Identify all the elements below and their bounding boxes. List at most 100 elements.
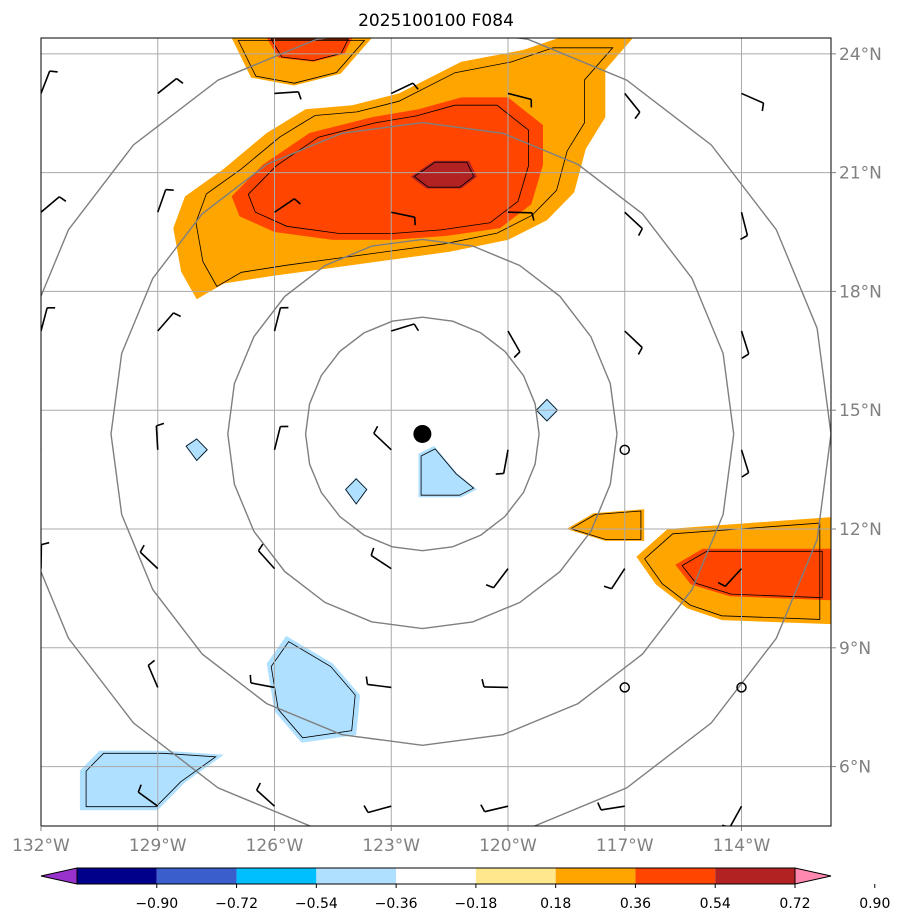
wind-barb <box>740 212 749 241</box>
colorbar-segment <box>555 868 636 884</box>
wind-barb-flag <box>637 228 644 237</box>
wind-barb <box>157 312 182 332</box>
lon-tick-label: 123°W <box>362 836 420 856</box>
wind-barb <box>363 805 392 814</box>
wind-barb-flag <box>741 472 750 478</box>
colorbar: −0.90 −0.72 −0.54 −0.36 −0.18 0.18 0.36 0.54 0.7… <box>40 867 890 912</box>
wind-barb-shaft <box>740 330 750 355</box>
wind-barb <box>274 91 302 100</box>
colorbar-extend-low <box>40 867 78 885</box>
wind-barb <box>41 307 56 332</box>
wind-barb-shaft <box>274 91 299 95</box>
wind-barb-flag <box>363 805 369 813</box>
wind-barb-shaft <box>624 92 641 113</box>
wind-barb-shaft <box>156 189 167 213</box>
wind-barb-flag <box>137 784 142 793</box>
wind-barb-shaft <box>391 211 415 218</box>
lon-tick-label: 117°W <box>596 836 654 856</box>
wind-barb <box>41 196 67 213</box>
wind-barb-flag <box>49 70 58 73</box>
wind-barb-flag <box>637 347 643 355</box>
wind-barb <box>480 804 509 813</box>
contour-line <box>569 510 642 540</box>
wind-barb-flag <box>139 544 145 553</box>
colorbar-segment <box>475 868 556 884</box>
wind-barb <box>373 425 392 451</box>
shaded-region <box>231 97 543 240</box>
wind-barb-flag <box>513 351 521 359</box>
wind-barb <box>41 70 58 94</box>
wind-barb <box>717 568 743 587</box>
wind-barb <box>624 330 643 355</box>
wind-barb-shaft <box>390 82 414 95</box>
latitude-axis: 6°N 9°N 12°N 15°N 18°N 21°N 24°N <box>831 45 882 778</box>
lat-tick-label: 15°N <box>839 401 882 421</box>
wind-barb <box>507 330 521 359</box>
wind-barb-flag <box>761 102 765 112</box>
wind-barb <box>147 659 159 688</box>
wind-barb-shaft <box>741 92 764 104</box>
wind-barb-flag <box>370 547 375 556</box>
contour-line <box>195 47 614 288</box>
wind-barb-flag <box>413 323 420 332</box>
contour-line <box>413 161 475 188</box>
calm-wind-marker <box>736 682 747 693</box>
contour-line <box>644 522 821 620</box>
shaded-region <box>418 445 477 498</box>
wind-barb <box>274 198 301 213</box>
lon-tick-label: 132°W <box>12 836 70 856</box>
wind-barb-flag <box>485 584 494 589</box>
wind-barb-shaft <box>256 789 276 807</box>
lon-tick-label: 120°W <box>479 836 537 856</box>
wind-barb-shaft <box>507 211 533 214</box>
wind-barb <box>391 211 416 226</box>
wind-barb-flag <box>249 674 252 684</box>
wind-barb-flag <box>255 782 262 791</box>
wind-barb-shaft <box>373 432 392 451</box>
wind-barb-shaft <box>507 330 521 353</box>
chart-title: 2025100100 F084 <box>358 11 514 31</box>
wind-barb-flag <box>634 111 641 120</box>
wind-barb-shaft <box>740 212 749 236</box>
wind-barb-flag <box>58 196 67 202</box>
contour-line <box>247 104 529 234</box>
wind-barb-flag <box>41 541 50 546</box>
wind-barb <box>495 449 509 475</box>
wind-barb-shaft <box>41 196 60 213</box>
longitude-axis: 132°W 129°W 126°W 123°W 120°W 117°W 114°W <box>12 826 771 856</box>
shaded-region <box>266 635 361 743</box>
wind-barb-shaft <box>41 685 42 688</box>
wind-barb-shaft <box>740 449 750 473</box>
colorbar-tick-label: 0.72 <box>779 896 810 912</box>
wind-barb <box>273 425 289 451</box>
wind-barb-shaft <box>41 307 48 332</box>
contour-line <box>85 752 217 808</box>
colorbar-segment <box>715 868 795 884</box>
colorbar-tick-label: 0.90 <box>859 896 890 912</box>
wind-barb-shaft <box>370 554 392 570</box>
wind-barb-shaft <box>484 805 509 813</box>
wind-barb-shaft <box>273 426 282 451</box>
wind-barb <box>741 92 765 112</box>
map-frame <box>40 37 832 827</box>
shaded-region <box>79 750 224 811</box>
wind-barb <box>255 782 276 807</box>
wind-barb-flag <box>176 77 184 84</box>
wind-barb-shaft <box>600 805 625 811</box>
lon-tick-label: 129°W <box>129 836 187 856</box>
wind-barb-shaft <box>257 550 276 570</box>
lat-tick-label: 12°N <box>839 520 882 540</box>
lat-tick-label: 18°N <box>839 282 882 302</box>
wind-barb <box>624 92 641 120</box>
colorbar-tick-label: 0.54 <box>700 896 731 912</box>
wind-barb-shaft <box>41 447 42 450</box>
wind-barb-shaft <box>391 323 415 332</box>
colorbar-segment <box>77 868 157 884</box>
colorbar-tick-label: 0.36 <box>620 896 651 912</box>
map-plot-area <box>41 38 831 826</box>
wind-barb-shaft <box>41 70 51 94</box>
wind-barb <box>740 449 750 478</box>
wind-barb <box>139 544 159 570</box>
range-ring <box>304 316 540 552</box>
wind-barb <box>370 547 392 570</box>
